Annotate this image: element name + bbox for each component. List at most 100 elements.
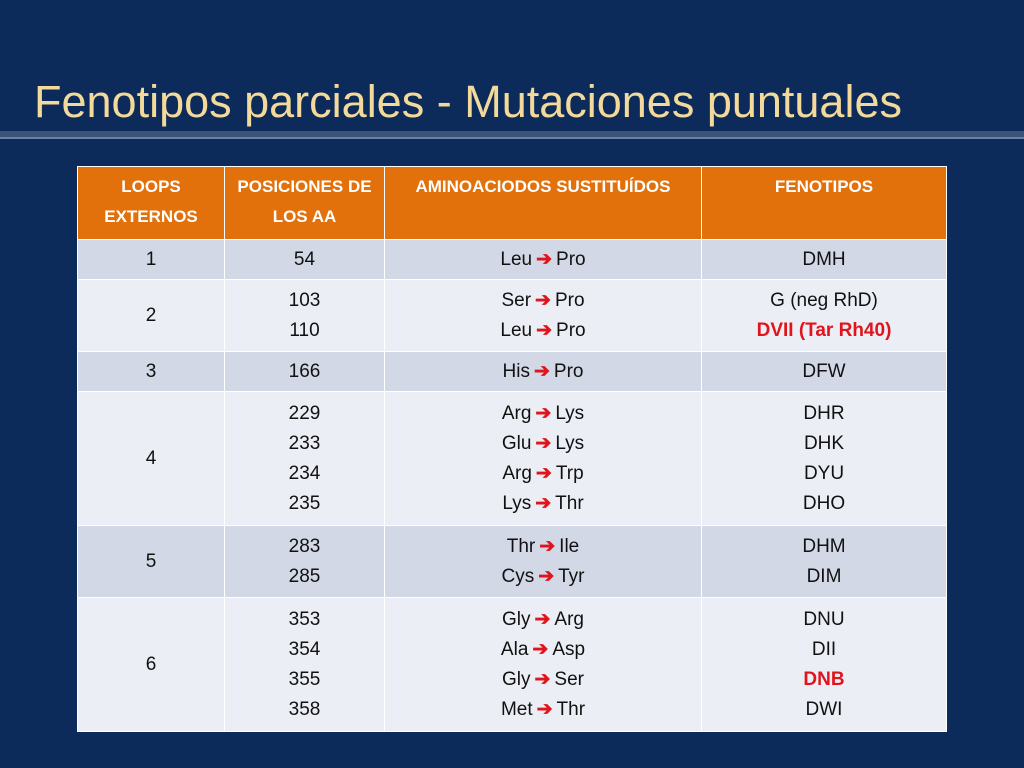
slide-title: Fenotipos parciales - Mutaciones puntual… [34, 76, 902, 127]
substitution-line: His ➔ Pro [389, 357, 697, 387]
amino-acid-from: Thr [506, 535, 536, 557]
position-value: 353 [288, 608, 321, 630]
amino-acid-to: Ser [554, 668, 584, 690]
phenotype-value: DNU [803, 608, 845, 630]
loop-cell: 2 [77, 279, 225, 352]
amino-acid-from: Arg [502, 462, 532, 484]
right-arrow-icon: ➔ [539, 535, 556, 557]
position-value: 283 [288, 535, 321, 557]
phenotype-value: DMH [802, 248, 846, 270]
phenotype-value: G (neg RhD) [770, 289, 878, 311]
loop-cell: 4 [77, 391, 225, 526]
position-value: 110 [289, 319, 320, 341]
amino-acid-to: Lys [555, 432, 585, 454]
positions-cell: 166 [224, 351, 385, 392]
amino-acid-to: Pro [554, 289, 585, 311]
phenotype-value: DWI [805, 698, 843, 720]
header-positions: POSICIONES DE LOS AA [224, 166, 385, 240]
substitution-line: Leu ➔ Pro [389, 245, 697, 275]
table-body: 1 54 Leu ➔ Pro DMH 2 103 110 Ser ➔ Pro Leu ➔ Pro G (neg… [77, 239, 947, 732]
header-phenotypes: FENOTIPOS [701, 166, 947, 240]
title-divider [0, 131, 1024, 139]
substitution-line: Leu ➔ Pro [389, 316, 697, 346]
position-value: 358 [288, 698, 321, 720]
amino-acid-to: Trp [555, 462, 584, 484]
substitution-line: Ala ➔ Asp [389, 635, 697, 665]
amino-acid-from: Ala [500, 638, 529, 660]
amino-acid-from: Gly [502, 608, 531, 630]
loop-cell: 6 [77, 597, 225, 732]
positions-cell: 103 110 [224, 279, 385, 352]
phenotype-table: LOOPS EXTERNOS POSICIONES DE LOS AA AMIN… [77, 166, 947, 732]
substitution-line: Lys ➔ Thr [389, 489, 697, 519]
right-arrow-icon: ➔ [533, 360, 550, 382]
table-row: 5 283 285 Thr ➔ Ile Cys ➔ Tyr DHM DIM [77, 525, 947, 598]
position-value: 233 [288, 432, 321, 454]
substitution-line: Glu ➔ Lys [389, 429, 697, 459]
amino-acid-to: Ile [559, 535, 580, 557]
position-value: 229 [288, 402, 321, 424]
phenotypes-cell: G (neg RhD) DVII (Tar Rh40) [701, 279, 947, 352]
amino-acid-to: Pro [556, 319, 586, 341]
substitution-line: Ser ➔ Pro [389, 286, 697, 316]
substitutions-cell: Arg ➔ Lys Glu ➔ Lys Arg ➔ Trp Lys ➔ Thr [384, 391, 702, 526]
phenotypes-cell: DNU DII DNB DWI [701, 597, 947, 732]
position-value: 285 [288, 565, 321, 587]
right-arrow-icon: ➔ [536, 319, 553, 341]
phenotype-value: DFW [802, 360, 846, 382]
substitution-line: Arg ➔ Lys [389, 399, 697, 429]
right-arrow-icon: ➔ [535, 462, 552, 484]
right-arrow-icon: ➔ [534, 668, 551, 690]
right-arrow-icon: ➔ [534, 608, 551, 630]
header-loops: LOOPS EXTERNOS [77, 166, 225, 240]
amino-acid-to: Pro [556, 248, 586, 270]
phenotype-value: DHK [803, 432, 845, 454]
phenotype-highlighted: DVII (Tar Rh40) [756, 319, 892, 341]
right-arrow-icon: ➔ [532, 638, 549, 660]
substitutions-cell: Leu ➔ Pro [384, 239, 702, 280]
amino-acid-from: Glu [501, 432, 532, 454]
table-row: 3 166 His ➔ Pro DFW [77, 351, 947, 392]
loop-cell: 5 [77, 525, 225, 598]
phenotypes-cell: DMH [701, 239, 947, 280]
position-value: 354 [288, 638, 321, 660]
phenotype-value: DYU [803, 462, 845, 484]
substitutions-cell: Gly ➔ Arg Ala ➔ Asp Gly ➔ Ser Met ➔ Thr [384, 597, 702, 732]
position-value: 166 [288, 360, 321, 382]
positions-cell: 353 354 355 358 [224, 597, 385, 732]
substitution-line: Gly ➔ Arg [389, 605, 697, 635]
substitutions-cell: Ser ➔ Pro Leu ➔ Pro [384, 279, 702, 352]
right-arrow-icon: ➔ [536, 698, 553, 720]
table-row: 6 353 354 355 358 Gly ➔ Arg Ala ➔ Asp Gly ➔ Ser Met ➔ Th… [77, 597, 947, 732]
right-arrow-icon: ➔ [535, 289, 551, 311]
amino-acid-to: Thr [555, 492, 584, 514]
table-header-row: LOOPS EXTERNOS POSICIONES DE LOS AA AMIN… [77, 166, 947, 240]
loop-cell: 3 [77, 351, 225, 392]
position-value: 234 [288, 462, 321, 484]
right-arrow-icon: ➔ [536, 248, 553, 270]
phenotype-value: DII [811, 638, 837, 660]
amino-acid-from: Arg [501, 402, 532, 424]
substitution-line: Thr ➔ Ile [389, 532, 697, 562]
loop-cell: 1 [77, 239, 225, 280]
table-row: 4 229 233 234 235 Arg ➔ Lys Glu ➔ Lys Arg ➔ Trp Lys ➔ Th… [77, 391, 947, 526]
amino-acid-from: His [502, 360, 530, 382]
substitutions-cell: Thr ➔ Ile Cys ➔ Tyr [384, 525, 702, 598]
phenotypes-cell: DHR DHK DYU DHO [701, 391, 947, 526]
phenotype-value: DHM [802, 535, 846, 557]
amino-acid-to: Arg [554, 608, 584, 630]
position-value: 103 [288, 289, 321, 311]
amino-acid-from: Leu [500, 248, 533, 270]
phenotypes-cell: DHM DIM [701, 525, 947, 598]
substitution-line: Arg ➔ Trp [389, 459, 697, 489]
amino-acid-from: Ser [501, 289, 532, 311]
amino-acid-from: Leu [500, 319, 533, 341]
substitutions-cell: His ➔ Pro [384, 351, 702, 392]
amino-acid-from: Lys [502, 492, 532, 514]
substitution-line: Cys ➔ Tyr [389, 562, 697, 592]
amino-acid-from: Cys [501, 565, 535, 587]
positions-cell: 54 [224, 239, 385, 280]
amino-acid-to: Thr [556, 698, 586, 720]
amino-acid-to: Pro [553, 360, 584, 382]
right-arrow-icon: ➔ [535, 492, 552, 514]
